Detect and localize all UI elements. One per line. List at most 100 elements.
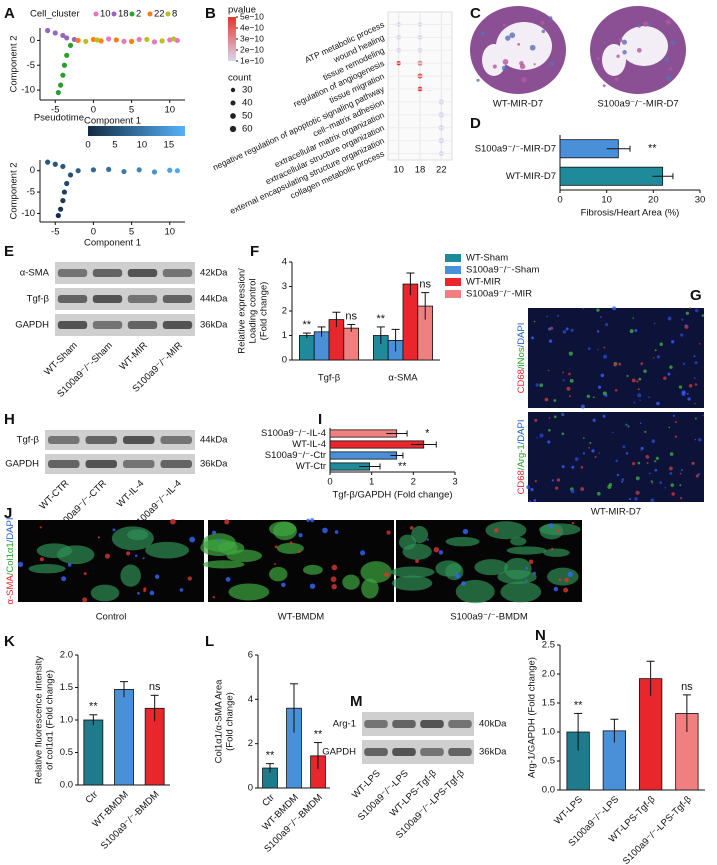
texture [331, 564, 338, 571]
y-tick-label: 0.0 [542, 785, 555, 796]
texture [529, 500, 532, 503]
texture [510, 536, 527, 546]
texture [651, 482, 654, 484]
lane-label: WT-IL-4 [115, 478, 147, 510]
texture [551, 479, 554, 482]
texture [611, 431, 614, 434]
legend-swatch [129, 11, 135, 17]
y-tick-label: 1.5 [60, 682, 73, 693]
x-tick-label: S100a9⁻/⁻-LPS-Tgf-β [621, 794, 694, 865]
texture [603, 346, 606, 349]
stain-part: /DAPI [516, 323, 527, 348]
point [45, 159, 51, 165]
texture [627, 425, 630, 428]
texture [591, 449, 595, 453]
blot-band [162, 295, 193, 303]
x-tick-label: 22 [436, 165, 447, 176]
texture [224, 519, 230, 525]
texture [127, 529, 149, 541]
texture [629, 329, 634, 334]
texture [543, 548, 570, 557]
texture [680, 333, 684, 337]
size-swatch [230, 100, 236, 106]
texture [505, 35, 511, 41]
texture [599, 316, 602, 319]
texture [535, 383, 539, 387]
texture [682, 362, 686, 366]
texture [698, 437, 702, 442]
texture [553, 399, 557, 402]
y-tick-label: 2 [282, 306, 287, 317]
texture [28, 564, 66, 574]
texture [659, 481, 663, 485]
texture [574, 457, 579, 461]
texture [607, 484, 612, 489]
texture [67, 563, 72, 567]
texture [398, 534, 417, 550]
size-label: 40 [242, 98, 253, 109]
texture [681, 318, 684, 321]
texture [433, 546, 440, 553]
texture [701, 314, 705, 317]
texture [583, 437, 585, 439]
point [128, 38, 135, 45]
point [64, 52, 70, 58]
caption: Control [96, 612, 127, 623]
texture [634, 497, 638, 501]
legend-label: S100a9⁻/⁻-Sham [466, 265, 539, 276]
size-label: 60 [242, 124, 253, 135]
panel-label: B [205, 5, 216, 22]
texture [562, 379, 565, 382]
texture [187, 576, 192, 581]
texture [685, 311, 690, 315]
y-axis-label: Component 2 [9, 35, 20, 92]
row-label: Arg-1 [333, 719, 356, 730]
significance: * [425, 427, 430, 439]
texture [636, 380, 639, 383]
blot-band [448, 748, 472, 756]
texture [671, 492, 675, 496]
texture [274, 562, 277, 566]
y-axis-label: of col1α1 (Fold change) [45, 670, 56, 770]
heart-cavity [602, 44, 626, 76]
y-axis-label: (Fold change) [259, 282, 270, 341]
blot-band [92, 321, 123, 329]
texture [334, 530, 339, 534]
texture [646, 462, 649, 465]
texture [637, 24, 641, 28]
point [151, 169, 158, 175]
texture [547, 327, 552, 331]
texture [702, 414, 704, 417]
legend-swatch [111, 11, 117, 17]
caption: WT-MIR-D7 [493, 99, 543, 110]
y-tick-label: 6 [248, 650, 253, 661]
texture [694, 438, 697, 441]
texture [547, 567, 579, 586]
blot-strip [45, 454, 195, 474]
texture [534, 418, 538, 422]
texture [602, 414, 606, 418]
texture [202, 533, 236, 552]
x-tick-label: Ctr [83, 789, 100, 806]
texture [409, 526, 414, 530]
row-label: GAPDH [5, 459, 39, 470]
texture [533, 499, 537, 502]
texture [474, 559, 509, 576]
texture [663, 376, 667, 380]
heart-cavity [620, 26, 668, 66]
texture [637, 393, 642, 398]
y-tick-label: 2 [248, 738, 253, 749]
panel-label: J [4, 505, 12, 522]
texture [36, 543, 73, 559]
texture [596, 56, 600, 60]
significance: ** [648, 143, 657, 155]
texture [580, 404, 585, 409]
stain-label: α-SMA/Col1α1/DAPI [5, 517, 16, 604]
texture [532, 571, 536, 575]
y-tick-label: 2.5 [542, 640, 555, 651]
texture [438, 550, 444, 555]
point [151, 39, 158, 45]
x-tick-label: 2 [411, 477, 416, 488]
y-tick-label: -10 [21, 208, 35, 219]
texture [586, 394, 591, 398]
